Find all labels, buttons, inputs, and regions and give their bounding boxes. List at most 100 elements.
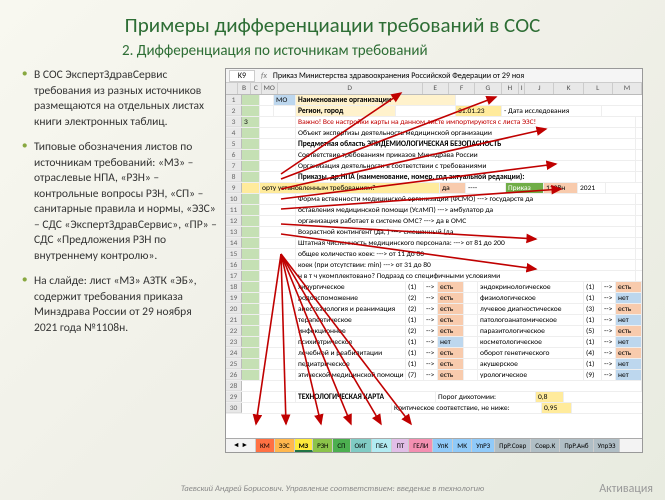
- cell[interactable]: физиологическое: [478, 293, 584, 303]
- cell[interactable]: нет: [616, 293, 642, 303]
- cell[interactable]: ----: [466, 183, 506, 193]
- cell[interactable]: (9): [584, 370, 602, 380]
- cell[interactable]: (2): [406, 304, 424, 314]
- cell[interactable]: Приказы, др.НПА (наименование, номер, го…: [296, 172, 636, 182]
- cell[interactable]: [464, 304, 478, 314]
- cell[interactable]: MO: [274, 95, 296, 105]
- cell[interactable]: родовспоможение: [296, 293, 406, 303]
- cell[interactable]: [242, 403, 392, 413]
- cell[interactable]: [242, 238, 260, 248]
- cell[interactable]: лучевое диагностическое: [478, 304, 584, 314]
- cell[interactable]: организация работает в системе ОМС? --->…: [296, 216, 636, 226]
- cell[interactable]: Возрастной контингент (да, ) ---> смешан…: [296, 227, 636, 237]
- cell[interactable]: [242, 271, 260, 281]
- sheet-tab[interactable]: СП: [333, 439, 350, 452]
- cell[interactable]: [260, 117, 296, 127]
- cell[interactable]: анестезиология и реанимация: [296, 304, 406, 314]
- tab-nav-arrows[interactable]: ◄ ►: [226, 439, 256, 452]
- cell[interactable]: ТЕХНОЛОГИЧЕСКАЯ КАРТА: [296, 392, 436, 402]
- cell[interactable]: - Дата исследования: [502, 106, 602, 116]
- cell[interactable]: оставления медицинской помощи (УслМП) --…: [296, 205, 636, 215]
- cell[interactable]: -->: [424, 326, 438, 336]
- cell[interactable]: [242, 315, 260, 325]
- cell[interactable]: есть: [438, 326, 464, 336]
- cell[interactable]: 3: [242, 117, 260, 127]
- cell[interactable]: 31.01.23: [456, 106, 502, 116]
- cell[interactable]: [242, 293, 260, 303]
- cell[interactable]: (1): [584, 359, 602, 369]
- cell[interactable]: [260, 370, 296, 380]
- cell[interactable]: терапевтическое: [296, 315, 406, 325]
- cell[interactable]: [396, 106, 456, 116]
- cell[interactable]: [464, 348, 478, 358]
- cell[interactable]: [260, 128, 296, 138]
- cell[interactable]: есть: [438, 315, 464, 325]
- cell[interactable]: -->: [602, 315, 616, 325]
- cell[interactable]: [242, 370, 260, 380]
- cell[interactable]: [260, 282, 296, 292]
- cell[interactable]: [260, 139, 296, 149]
- cell[interactable]: [464, 315, 478, 325]
- cell[interactable]: (1): [406, 348, 424, 358]
- cell[interactable]: есть: [616, 282, 642, 292]
- cell[interactable]: нет: [616, 315, 642, 325]
- name-box[interactable]: K9: [229, 70, 255, 82]
- cell[interactable]: н в т ч укомплектовано? Подразд со специ…: [296, 271, 636, 281]
- cell[interactable]: [260, 348, 296, 358]
- cell[interactable]: [260, 260, 296, 270]
- cell[interactable]: [242, 326, 260, 336]
- cell[interactable]: (1): [406, 337, 424, 347]
- cell[interactable]: патологоанатомическое: [478, 315, 584, 325]
- cell[interactable]: [242, 139, 260, 149]
- cell[interactable]: [260, 150, 296, 160]
- cell[interactable]: [242, 359, 260, 369]
- cell[interactable]: урологическое: [478, 370, 584, 380]
- cell[interactable]: -->: [424, 293, 438, 303]
- cell[interactable]: [242, 260, 260, 270]
- cell[interactable]: есть: [438, 370, 464, 380]
- cell[interactable]: [260, 161, 296, 171]
- cell[interactable]: (7): [406, 370, 424, 380]
- cell[interactable]: -->: [602, 337, 616, 347]
- cell[interactable]: косметологическое: [478, 337, 584, 347]
- cell[interactable]: Приказ: [506, 183, 544, 193]
- cell[interactable]: [260, 271, 296, 281]
- cell[interactable]: 0,95: [542, 403, 572, 413]
- cell[interactable]: [260, 326, 296, 336]
- cell[interactable]: (2): [406, 293, 424, 303]
- cell[interactable]: коек (при отсутствии: min) ---> от 31 до…: [296, 260, 636, 270]
- cell[interactable]: Организация деятельности в соответствии …: [296, 161, 636, 171]
- cell[interactable]: -->: [602, 326, 616, 336]
- cell[interactable]: [260, 172, 296, 182]
- formula-content[interactable]: Приказ Министерства здравоохранения Росс…: [273, 71, 639, 81]
- cell[interactable]: 1108н: [544, 183, 578, 193]
- cell[interactable]: [464, 370, 478, 380]
- cell[interactable]: 2021: [578, 183, 606, 193]
- cell[interactable]: (2): [406, 326, 424, 336]
- cell[interactable]: -->: [424, 315, 438, 325]
- cell[interactable]: [242, 381, 642, 391]
- cell[interactable]: [242, 150, 260, 160]
- cell[interactable]: Критическое соответствие, не ниже:: [392, 403, 542, 413]
- cell[interactable]: есть: [438, 282, 464, 292]
- cell[interactable]: [242, 337, 260, 347]
- cell[interactable]: [260, 315, 296, 325]
- cell[interactable]: -->: [424, 304, 438, 314]
- sheet-tab[interactable]: ПТ: [392, 439, 409, 452]
- cell[interactable]: [260, 337, 296, 347]
- cell[interactable]: Объект экспертизы деятельность медицинск…: [296, 128, 636, 138]
- cell[interactable]: есть: [616, 304, 642, 314]
- cell[interactable]: [260, 304, 296, 314]
- cell[interactable]: [242, 194, 260, 204]
- sheet-tab[interactable]: УпРЗ: [472, 439, 495, 452]
- cell[interactable]: (4): [584, 348, 602, 358]
- cell[interactable]: Форма вственности медицинской организаци…: [296, 194, 636, 204]
- cell[interactable]: [242, 304, 260, 314]
- cell[interactable]: [260, 359, 296, 369]
- cell[interactable]: -->: [424, 348, 438, 358]
- cell[interactable]: [242, 106, 260, 116]
- cell[interactable]: Порог дихотомии:: [436, 392, 536, 402]
- cell[interactable]: -->: [602, 370, 616, 380]
- sheet-tab[interactable]: МК: [453, 439, 472, 452]
- sheet-tabs[interactable]: ◄ ►КМЭЗСМЗРЗНСПОИГПЕАПТГЕЛИУпКМКУпРЗПрР.…: [226, 438, 642, 452]
